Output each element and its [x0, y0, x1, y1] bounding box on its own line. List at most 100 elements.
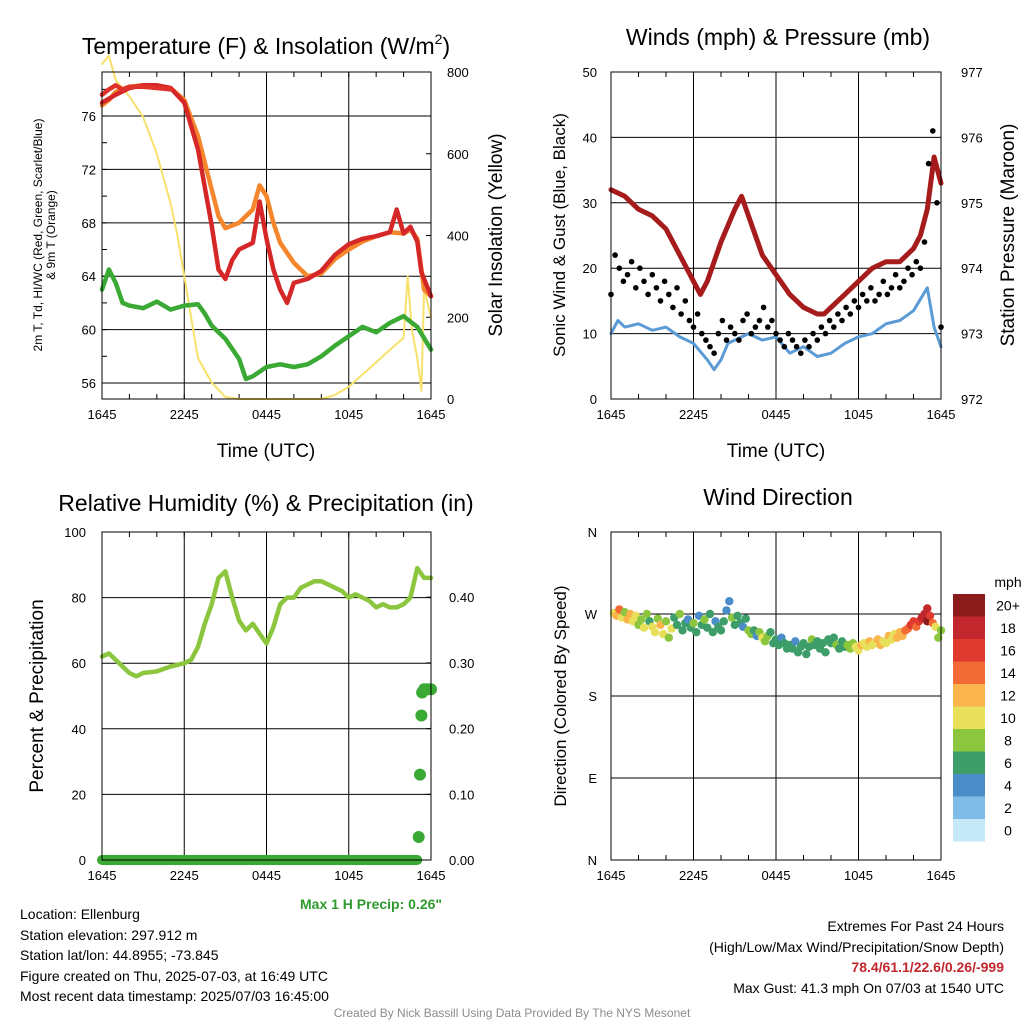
- rh-ytick-label: 0: [79, 853, 86, 868]
- temp-title-sup: 2: [435, 31, 443, 47]
- rh-xtick-label: 1645: [417, 868, 446, 883]
- wind-gust-point: [633, 285, 639, 291]
- wind-y2tick-label: 977: [961, 65, 983, 80]
- rh-y2tick-label: 0.10: [449, 787, 474, 802]
- wind-gust-point: [888, 285, 895, 291]
- wind-gust-point: [884, 291, 891, 298]
- temp-ylabel-line2: & 9m T (Orange): [44, 190, 58, 280]
- wdir-xtick-label: 1645: [927, 868, 956, 883]
- temp-xtick-label: 1645: [88, 407, 117, 422]
- wdir-point: [639, 623, 649, 632]
- wind-gust-point: [699, 330, 705, 337]
- station-info: Location: Ellenburg Station elevation: 2…: [20, 904, 329, 1007]
- wind-gust-point: [641, 278, 647, 285]
- wind-gust-point: [876, 291, 882, 298]
- wind-series-pressure: [608, 154, 944, 317]
- temp-xtick-label: 1645: [417, 407, 446, 422]
- rh-xtick-label: 2245: [170, 868, 199, 883]
- wind-y2label: Station Pressure (Maroon): [998, 124, 1019, 347]
- wind-gust-point: [818, 324, 825, 330]
- wdir-ytick-label: N: [588, 853, 597, 868]
- wind-gust-point: [678, 311, 684, 317]
- max-gust: Max Gust: 41.3 mph On 07/03 at 1540 UTC: [733, 979, 1004, 996]
- colorbar-swatch: [953, 751, 985, 774]
- wdir-point: [923, 604, 932, 613]
- wind-ytick-label: 20: [583, 261, 597, 276]
- wind-y2tick-label: 972: [961, 392, 983, 407]
- colorbar-label: 0: [1004, 822, 1012, 838]
- wind-gust-point: [694, 311, 701, 317]
- rh-series-rh: [99, 565, 434, 679]
- wdir-point: [719, 617, 728, 626]
- wind-ytick-label: 50: [583, 65, 597, 80]
- wind-series-wind: [609, 286, 943, 372]
- wdir-ytick-label: N: [588, 525, 597, 540]
- wind-gust-point: [628, 258, 635, 265]
- wind-gust-point: [785, 330, 792, 337]
- temp-y2tick-label: 600: [447, 147, 469, 162]
- temp-ytick-label: 56: [82, 376, 96, 391]
- wind-gust-point: [661, 278, 668, 285]
- wind-gust-point: [674, 285, 680, 291]
- wind-y2tick-label: 976: [961, 130, 983, 145]
- wind-chart-title: Winds (mph) & Pressure (mb): [626, 24, 930, 50]
- wind-gust-point: [921, 239, 928, 245]
- wdir-point: [678, 626, 687, 635]
- temp-ytick-label: 68: [82, 216, 96, 231]
- temp-y2label: Solar Insolation (Yellow): [486, 133, 507, 336]
- temp-series-dewpoint: [99, 267, 434, 382]
- wdir-point: [716, 626, 726, 635]
- wind-gust-point: [686, 317, 693, 324]
- temp-xlabel: Time (UTC): [217, 441, 316, 462]
- wind-y2tick-label: 974: [961, 261, 983, 276]
- extremes-block: Extremes For Past 24 Hours (High/Low/Max…: [709, 916, 1004, 998]
- temp-title-end: ): [442, 33, 450, 59]
- wind-gust-point: [847, 311, 854, 317]
- wind-gust-point: [645, 291, 651, 298]
- colorbar-swatch: [953, 819, 985, 842]
- wind-gust-point: [892, 271, 899, 278]
- wind-gust-point: [711, 350, 717, 357]
- wdir-point: [791, 637, 800, 646]
- wind-ytick-label: 0: [590, 392, 597, 407]
- rh-plot: [97, 531, 437, 865]
- wind-gust-point: [752, 324, 759, 330]
- wind-gust-point: [909, 271, 915, 278]
- wind-gust-point: [822, 330, 829, 337]
- wind-gust-point: [851, 298, 858, 304]
- wind-gust-point: [653, 285, 660, 291]
- wind-gust-point: [826, 317, 833, 324]
- wind-gust-point: [859, 291, 866, 298]
- temp-xtick-label: 0445: [252, 407, 281, 422]
- wdir-point: [653, 614, 662, 623]
- wdir-point: [821, 648, 830, 657]
- temp-xtick-label: 1045: [334, 407, 363, 422]
- credit-line: Created By Nick Bassill Using Data Provi…: [333, 1006, 691, 1020]
- wdir-point: [664, 633, 673, 642]
- extremes-values: 78.4/61.1/22.6/0.26/-999: [851, 959, 1004, 975]
- colorbar-label: 16: [1000, 642, 1016, 658]
- wind-gust-point: [793, 343, 800, 350]
- wdir-chart-title: Wind Direction: [703, 484, 853, 510]
- wdir-point: [733, 611, 742, 620]
- wind-gust-point: [727, 324, 734, 330]
- wdir-point: [705, 609, 715, 619]
- wind-gust-point: [917, 265, 924, 272]
- wdir-point: [661, 617, 671, 626]
- temp-plot: [99, 54, 434, 400]
- wind-gust-point: [732, 330, 738, 337]
- wind-gust-point: [934, 200, 940, 206]
- wind-ytick-label: 40: [583, 130, 597, 145]
- rh-chart-title: Relative Humidity (%) & Precipitation (i…: [58, 490, 473, 516]
- wind-gust-point: [624, 271, 631, 278]
- wind-xtick-label: 2245: [679, 407, 708, 422]
- wind-gust-point: [925, 160, 932, 167]
- wind-gust-point: [756, 317, 763, 324]
- wdir-point: [708, 628, 717, 637]
- wdir-point: [700, 615, 709, 624]
- colorbar-label: 4: [1004, 777, 1012, 793]
- wind-ytick-label: 30: [583, 196, 597, 211]
- wind-gust-point: [616, 265, 623, 272]
- wdir-point: [925, 611, 935, 620]
- wind-gust-point: [620, 278, 627, 285]
